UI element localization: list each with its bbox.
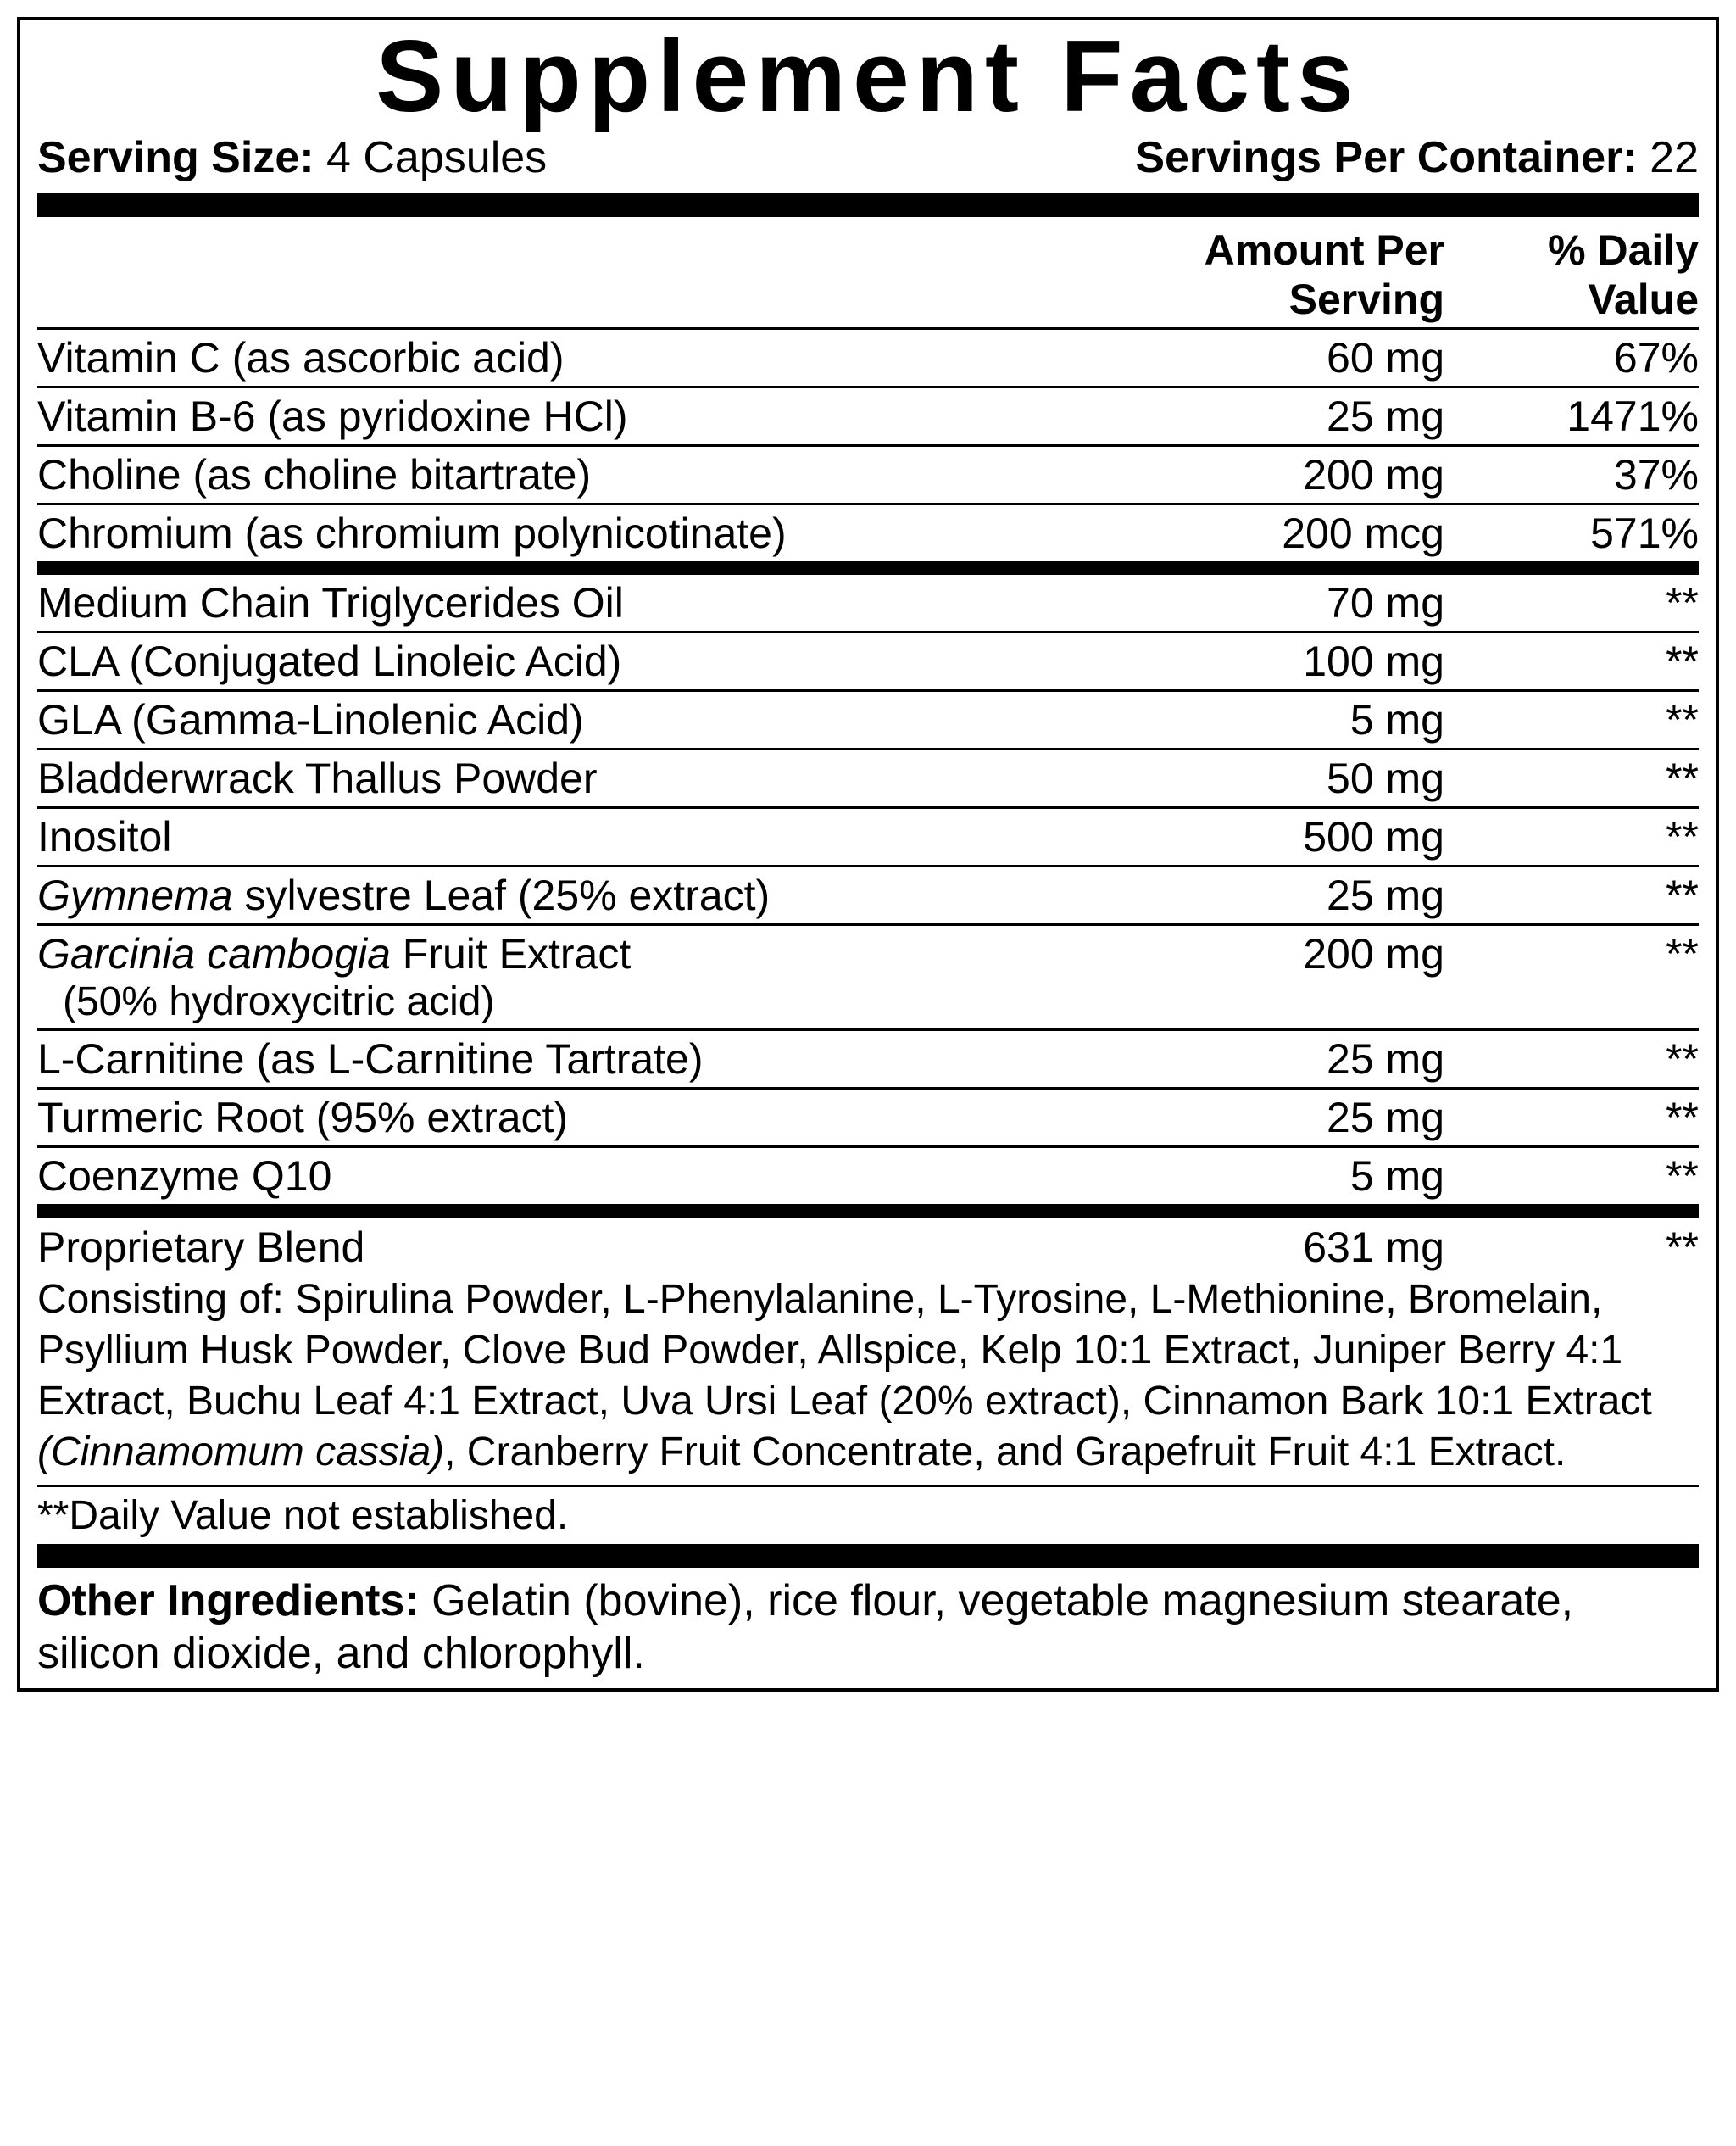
supplement-facts-panel: Supplement Facts Serving Size: 4 Capsule… <box>17 17 1719 1692</box>
nutrient-dv: ** <box>1444 695 1699 744</box>
panel-title: Supplement Facts <box>37 20 1699 132</box>
nutrient-dv: ** <box>1444 812 1699 861</box>
nutrient-name: Coenzyme Q10 <box>37 1151 1088 1201</box>
nutrient-dv: 571% <box>1444 509 1699 558</box>
nutrient-dv: ** <box>1444 754 1699 803</box>
other-ingredients: Other Ingredients: Gelatin (bovine), ric… <box>37 1568 1699 1681</box>
nutrient-name: Vitamin C (as ascorbic acid) <box>37 333 1088 382</box>
nutrient-amount: 100 mg <box>1088 637 1444 686</box>
nutrient-dv: ** <box>1444 1034 1699 1084</box>
nutrient-row: Vitamin C (as ascorbic acid)60 mg67% <box>37 330 1699 388</box>
nutrient-row-garcinia: Garcinia cambogia Fruit Extract (50% hyd… <box>37 926 1699 1031</box>
nutrient-dv: 67% <box>1444 333 1699 382</box>
nutrient-dv: ** <box>1444 637 1699 686</box>
nutrient-name: L-Carnitine (as L-Carnitine Tartrate) <box>37 1034 1088 1084</box>
nutrient-row-gymnema: Gymnema sylvestre Leaf (25% extract) 25 … <box>37 867 1699 926</box>
nutrient-row: Turmeric Root (95% extract)25 mg** <box>37 1090 1699 1148</box>
nutrient-row: Inositol500 mg** <box>37 809 1699 867</box>
nutrient-name: Inositol <box>37 812 1088 861</box>
nutrient-name: Bladderwrack Thallus Powder <box>37 754 1088 803</box>
nutrient-dv: ** <box>1444 578 1699 627</box>
rule-thick <box>37 193 1699 217</box>
nutrient-row: CLA (Conjugated Linoleic Acid)100 mg** <box>37 633 1699 692</box>
nutrient-amount: 5 mg <box>1088 1151 1444 1201</box>
nutrient-name: Vitamin B-6 (as pyridoxine HCl) <box>37 392 1088 441</box>
nutrient-dv: ** <box>1444 1093 1699 1142</box>
nutrient-amount: 500 mg <box>1088 812 1444 861</box>
nutrient-dv: 1471% <box>1444 392 1699 441</box>
serving-size: Serving Size: 4 Capsules <box>37 132 547 183</box>
servings-per-container: Servings Per Container: 22 <box>1135 132 1699 183</box>
rule-thick <box>37 1544 1699 1568</box>
nutrient-row: L-Carnitine (as L-Carnitine Tartrate)25 … <box>37 1031 1699 1090</box>
nutrient-name: Medium Chain Triglycerides Oil <box>37 578 1088 627</box>
header-amount: Amount Per Serving <box>1088 226 1444 324</box>
nutrient-amount: 50 mg <box>1088 754 1444 803</box>
nutrient-dv: ** <box>1444 1151 1699 1201</box>
nutrient-name: GLA (Gamma-Linolenic Acid) <box>37 695 1088 744</box>
nutrient-amount: 70 mg <box>1088 578 1444 627</box>
proprietary-blend: Proprietary Blend 631 mg ** Consisting o… <box>37 1218 1699 1487</box>
nutrient-amount: 200 mcg <box>1088 509 1444 558</box>
nutrient-row: Medium Chain Triglycerides Oil70 mg** <box>37 575 1699 633</box>
nutrient-name: Turmeric Root (95% extract) <box>37 1093 1088 1142</box>
nutrient-row: Bladderwrack Thallus Powder50 mg** <box>37 750 1699 809</box>
dv-footnote: **Daily Value not established. <box>37 1487 1699 1544</box>
nutrient-row: Chromium (as chromium polynicotinate)200… <box>37 505 1699 561</box>
nutrient-name: CLA (Conjugated Linoleic Acid) <box>37 637 1088 686</box>
nutrient-amount: 60 mg <box>1088 333 1444 382</box>
header-dv: % Daily Value <box>1444 226 1699 324</box>
nutrient-amount: 5 mg <box>1088 695 1444 744</box>
nutrient-row: Choline (as choline bitartrate)200 mg37% <box>37 447 1699 505</box>
nutrient-amount: 25 mg <box>1088 1034 1444 1084</box>
nutrient-row: Vitamin B-6 (as pyridoxine HCl)25 mg1471… <box>37 388 1699 447</box>
nutrient-amount: 25 mg <box>1088 392 1444 441</box>
serving-row: Serving Size: 4 Capsules Servings Per Co… <box>37 132 1699 183</box>
nutrient-amount: 200 mg <box>1088 450 1444 499</box>
nutrient-amount: 25 mg <box>1088 1093 1444 1142</box>
nutrient-name: Chromium (as chromium polynicotinate) <box>37 509 1088 558</box>
rule-mid <box>37 561 1699 575</box>
blend-description: Consisting of: Spirulina Powder, L-Pheny… <box>37 1274 1699 1478</box>
nutrient-row: Coenzyme Q105 mg** <box>37 1148 1699 1204</box>
nutrient-row: GLA (Gamma-Linolenic Acid)5 mg** <box>37 692 1699 750</box>
nutrient-name: Choline (as choline bitartrate) <box>37 450 1088 499</box>
rule-mid <box>37 1204 1699 1218</box>
column-headers: Amount Per Serving % Daily Value <box>37 217 1699 327</box>
nutrient-dv: 37% <box>1444 450 1699 499</box>
